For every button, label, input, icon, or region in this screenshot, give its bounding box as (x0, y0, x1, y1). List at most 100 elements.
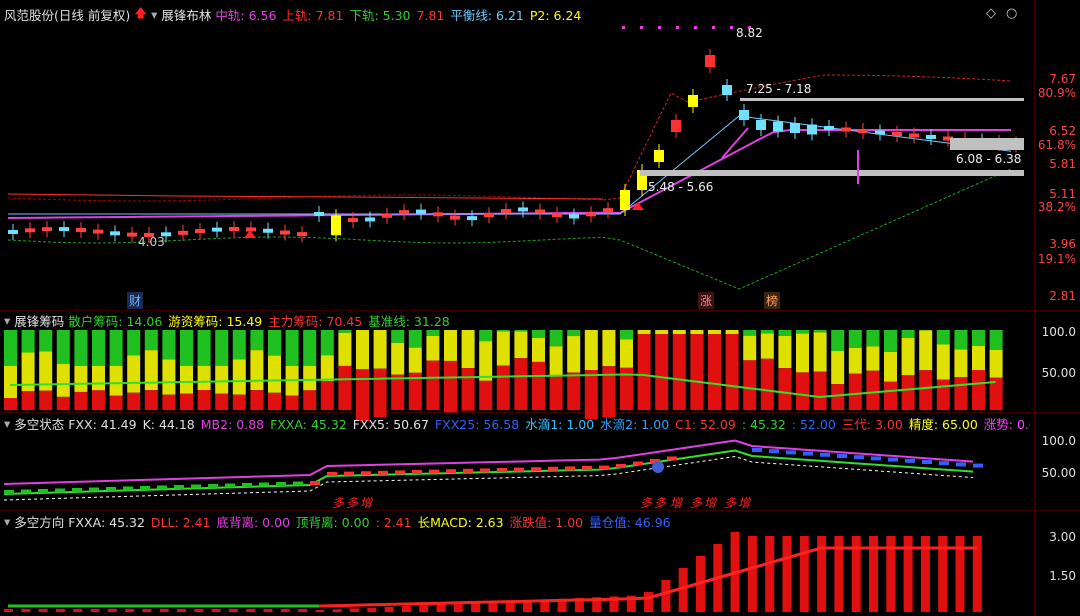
state-bar (616, 464, 626, 468)
chip-bar-green (848, 330, 862, 348)
panel3-field-8: C1: 52.09 (675, 416, 736, 432)
macd-bar (453, 603, 463, 612)
macd-bar (955, 536, 965, 612)
diamond-icon[interactable]: ◇ (986, 6, 996, 21)
state-bar (786, 450, 796, 455)
chevron-down-icon[interactable]: ▾ (4, 513, 11, 529)
state-bar (888, 457, 898, 462)
candle-body (569, 214, 579, 219)
candle-body (246, 227, 256, 232)
chip-bar-red (74, 391, 88, 410)
panel2-title[interactable]: 展锋筹码 (14, 313, 65, 329)
state-bar (599, 465, 609, 470)
chip-bar-yellow (444, 330, 457, 361)
candle-body (331, 215, 341, 236)
range-box (950, 138, 1024, 150)
price-tick-0: 7.67 (1049, 72, 1076, 86)
chip-bar-red (232, 394, 246, 410)
state-bar (378, 470, 388, 475)
signal-dot (730, 26, 733, 29)
panel3-fields: FXX: 41.49 K: 44.18 MB2: 0.88 FXXA: 45.32 FX… (68, 414, 1030, 433)
chip-bar-red (338, 365, 352, 410)
chip-bar-green (56, 330, 70, 364)
panel3-field-12: 精度: 65.00 (908, 416, 978, 432)
candle-body (654, 150, 664, 162)
chevron-down-icon[interactable]: ▾ (151, 6, 158, 22)
candle-body (195, 229, 205, 234)
chip-bar-red (285, 395, 299, 410)
stock-title[interactable]: 风范股份(日线 前复权) (4, 7, 131, 23)
chip-bar-red (320, 381, 334, 410)
chip-bar-green (760, 330, 774, 334)
panel3-tick-0: 100.0 (1041, 434, 1076, 448)
settings-icon[interactable]: ○ (1006, 6, 1018, 21)
state-bar (208, 484, 218, 488)
state-bar (446, 469, 456, 474)
state-bar (327, 472, 337, 476)
chevron-down-icon[interactable]: ▾ (4, 415, 11, 431)
ranking-marker[interactable]: 榜 (764, 292, 781, 309)
chip-bar-green (232, 330, 246, 360)
macd-bar (21, 609, 31, 612)
panel3-field-11: 三代: 3.00 (841, 416, 903, 432)
chip-bar-red (268, 392, 281, 410)
finance-marker[interactable]: 财 (127, 292, 144, 309)
chip-bar-yellow (426, 335, 440, 361)
chip-bar-yellow (972, 346, 985, 371)
state-bar (803, 451, 813, 456)
state-bar (72, 488, 82, 492)
candle-body (637, 170, 647, 190)
chip-bar-green (778, 330, 792, 336)
chip-bar-red (21, 391, 35, 410)
macd-bar (107, 609, 117, 612)
macd-bar (177, 609, 186, 612)
macd-bar (938, 536, 948, 612)
panel2-field-0: 散户筹码: 14.06 (68, 313, 163, 329)
panel2-field-2: 主力筹码: 70.45 (268, 313, 363, 329)
candle-body (365, 217, 375, 222)
chip-bar-red (813, 371, 827, 410)
chip-bar-green (496, 330, 510, 332)
signal-label: 增 (704, 496, 717, 510)
percent-tick-3: 19.1% (1037, 252, 1076, 266)
chip-bar-red (408, 372, 422, 410)
state-bar (310, 481, 320, 485)
candle-body (892, 132, 902, 136)
chip-bar-green (127, 330, 141, 356)
chip-bar-green (180, 330, 193, 366)
chip-bar-yellow (180, 366, 193, 394)
chip-bar-green (197, 330, 211, 366)
droplet-icon (652, 461, 664, 473)
indicator-name[interactable]: 展锋布林 (161, 7, 212, 23)
panel4-title[interactable]: 多空方向 (14, 514, 65, 530)
chip-bar-red (866, 370, 880, 410)
candle-body (620, 190, 630, 210)
panel4-field-6: 涨跌值: 1.00 (509, 514, 584, 530)
candle-body (178, 230, 188, 235)
chip-bar-green (479, 330, 493, 342)
macd-bar (401, 606, 411, 612)
chip-bar-red (92, 390, 105, 410)
panel2-tick-0: 100.0 (1041, 325, 1076, 339)
state-bar (820, 452, 830, 457)
macd-bar (280, 609, 290, 612)
state-bar (38, 489, 48, 493)
panel-separator (0, 412, 1080, 413)
chevron-down-icon[interactable]: ▾ (4, 312, 11, 328)
macd-bar (972, 536, 982, 612)
chip-bar-green (285, 330, 299, 366)
panel3-title[interactable]: 多空状态 (14, 416, 65, 432)
chip-bar-yellow (215, 366, 229, 394)
panel3-field-0: FXX: 41.49 (68, 416, 137, 432)
limit-up-marker[interactable]: 涨 (698, 292, 715, 309)
signal-dot (712, 26, 715, 29)
price-tick-4: 3.96 (1049, 237, 1076, 251)
lower-band (7, 168, 1012, 290)
chip-bar-red (884, 381, 897, 410)
candle-body (535, 209, 545, 214)
macd-bar (419, 605, 429, 612)
state-bar (531, 467, 541, 472)
chip-bar-green (936, 330, 950, 345)
state-bar (225, 483, 235, 488)
